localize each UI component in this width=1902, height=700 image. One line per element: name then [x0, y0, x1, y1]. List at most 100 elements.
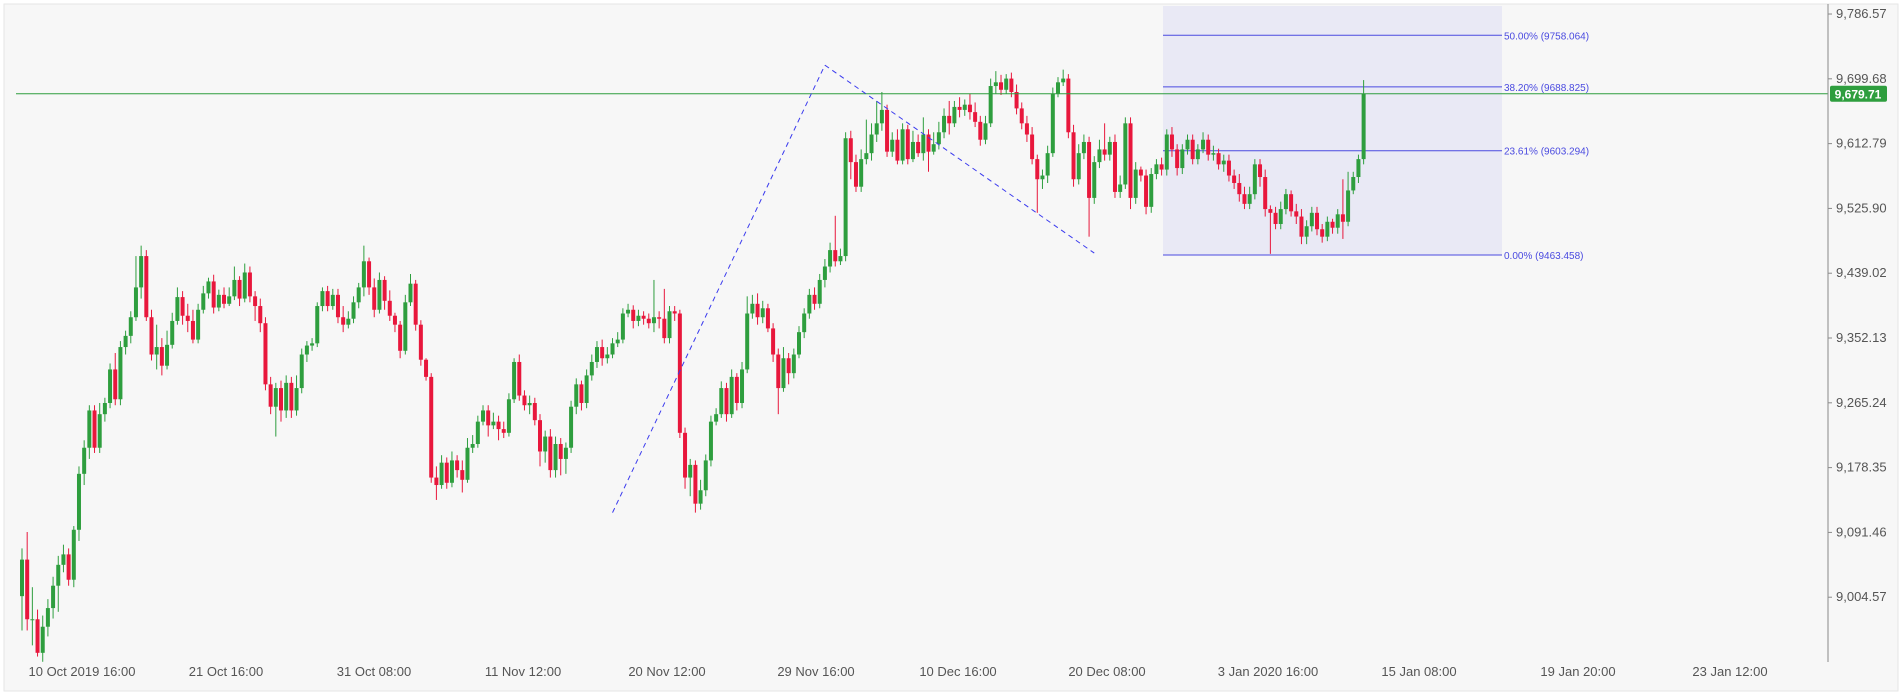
- candle-body[interactable]: [263, 323, 268, 385]
- candle-body[interactable]: [776, 354, 781, 389]
- candle-body[interactable]: [999, 82, 1004, 90]
- candle-body[interactable]: [1237, 182, 1242, 195]
- candle-body[interactable]: [786, 358, 791, 374]
- candle-body[interactable]: [439, 462, 444, 486]
- candle-body[interactable]: [216, 294, 221, 308]
- candle-body[interactable]: [232, 279, 237, 297]
- candle-body[interactable]: [506, 399, 511, 433]
- candle-body[interactable]: [1149, 174, 1154, 207]
- price-axis[interactable]: 9,786.57 9,699.68 9,612.79 9,525.90 9,439.02…: [1828, 6, 1887, 604]
- fibonacci-zone[interactable]: [1163, 6, 1502, 255]
- candle-body[interactable]: [180, 297, 185, 316]
- candle-body[interactable]: [1169, 134, 1174, 150]
- candle-body[interactable]: [170, 320, 175, 345]
- candle-body[interactable]: [237, 279, 242, 299]
- candle-body[interactable]: [1216, 153, 1221, 165]
- candle-body[interactable]: [330, 294, 335, 307]
- candle-body[interactable]: [1123, 123, 1128, 185]
- candle-body[interactable]: [273, 388, 278, 407]
- candle-body[interactable]: [1195, 149, 1200, 160]
- candle-body[interactable]: [688, 464, 693, 478]
- candle-body[interactable]: [382, 279, 387, 301]
- candle-body[interactable]: [885, 109, 890, 152]
- candle-body[interactable]: [1118, 184, 1123, 192]
- candle-body[interactable]: [1315, 212, 1319, 230]
- candle-body[interactable]: [942, 115, 947, 133]
- candle-body[interactable]: [1180, 149, 1185, 169]
- candle-body[interactable]: [1019, 108, 1024, 124]
- candle-body[interactable]: [1247, 194, 1252, 204]
- candle-body[interactable]: [641, 315, 646, 319]
- candle-body[interactable]: [512, 361, 517, 400]
- candle-body[interactable]: [672, 311, 677, 314]
- candle-body[interactable]: [693, 464, 698, 504]
- candle-body[interactable]: [869, 134, 874, 154]
- candle-body[interactable]: [740, 369, 745, 403]
- candle-body[interactable]: [258, 306, 263, 324]
- candle-body[interactable]: [822, 266, 827, 280]
- candle-body[interactable]: [626, 309, 631, 314]
- candle-body[interactable]: [201, 293, 206, 310]
- candle-body[interactable]: [538, 420, 542, 452]
- candle-body[interactable]: [1263, 177, 1268, 210]
- candle-body[interactable]: [20, 559, 24, 597]
- candle-body[interactable]: [247, 272, 252, 297]
- candle-body[interactable]: [1268, 209, 1273, 213]
- candle-body[interactable]: [206, 281, 211, 294]
- candle-body[interactable]: [361, 261, 366, 288]
- candle-body[interactable]: [45, 608, 50, 627]
- candle-body[interactable]: [1061, 78, 1066, 83]
- candle-body[interactable]: [76, 473, 81, 530]
- candle-body[interactable]: [905, 129, 910, 160]
- candle-body[interactable]: [1014, 92, 1019, 109]
- candle-body[interactable]: [988, 86, 993, 124]
- candle-body[interactable]: [574, 384, 579, 407]
- candle-body[interactable]: [879, 109, 884, 124]
- candle-body[interactable]: [646, 318, 651, 324]
- candle-body[interactable]: [589, 361, 594, 376]
- candle-body[interactable]: [1154, 164, 1159, 175]
- candle-body[interactable]: [356, 287, 361, 303]
- candle-body[interactable]: [310, 343, 315, 346]
- candle-body[interactable]: [807, 294, 812, 314]
- candle-body[interactable]: [1045, 153, 1050, 176]
- candle-body[interactable]: [910, 141, 915, 160]
- candle-body[interactable]: [1035, 159, 1040, 180]
- candle-body[interactable]: [335, 294, 340, 318]
- candle-body[interactable]: [703, 460, 708, 491]
- candle-body[interactable]: [1071, 132, 1076, 180]
- candle-body[interactable]: [1009, 78, 1014, 93]
- candle-body[interactable]: [154, 347, 159, 355]
- candle-body[interactable]: [501, 429, 506, 433]
- candle-body[interactable]: [92, 410, 97, 448]
- candle-body[interactable]: [196, 309, 201, 340]
- candle-body[interactable]: [455, 460, 460, 471]
- candle-body[interactable]: [242, 272, 247, 299]
- candle-body[interactable]: [133, 287, 138, 318]
- trend-line[interactable]: [824, 64, 1095, 254]
- candle-body[interactable]: [745, 313, 750, 370]
- candle-body[interactable]: [1283, 194, 1288, 210]
- candle-body[interactable]: [299, 354, 304, 389]
- candle-body[interactable]: [289, 382, 294, 411]
- candle-body[interactable]: [496, 421, 501, 430]
- candle-body[interactable]: [838, 256, 843, 262]
- candle-body[interactable]: [71, 529, 76, 580]
- candle-body[interactable]: [978, 121, 983, 140]
- candle-body[interactable]: [253, 296, 258, 307]
- candle-body[interactable]: [222, 294, 227, 304]
- trend-line[interactable]: [612, 64, 826, 513]
- candle-body[interactable]: [444, 462, 449, 483]
- candle-body[interactable]: [367, 261, 372, 288]
- candle-body[interactable]: [667, 311, 672, 339]
- candle-body[interactable]: [185, 315, 190, 321]
- candle-body[interactable]: [175, 297, 180, 321]
- candle-body[interactable]: [1092, 162, 1097, 198]
- candle-body[interactable]: [279, 388, 283, 411]
- candle-body[interactable]: [1190, 139, 1195, 160]
- candle-body[interactable]: [890, 139, 895, 152]
- candle-body[interactable]: [346, 318, 351, 325]
- candle-body[interactable]: [921, 134, 926, 154]
- candle-body[interactable]: [377, 279, 382, 310]
- candle-body[interactable]: [123, 335, 128, 348]
